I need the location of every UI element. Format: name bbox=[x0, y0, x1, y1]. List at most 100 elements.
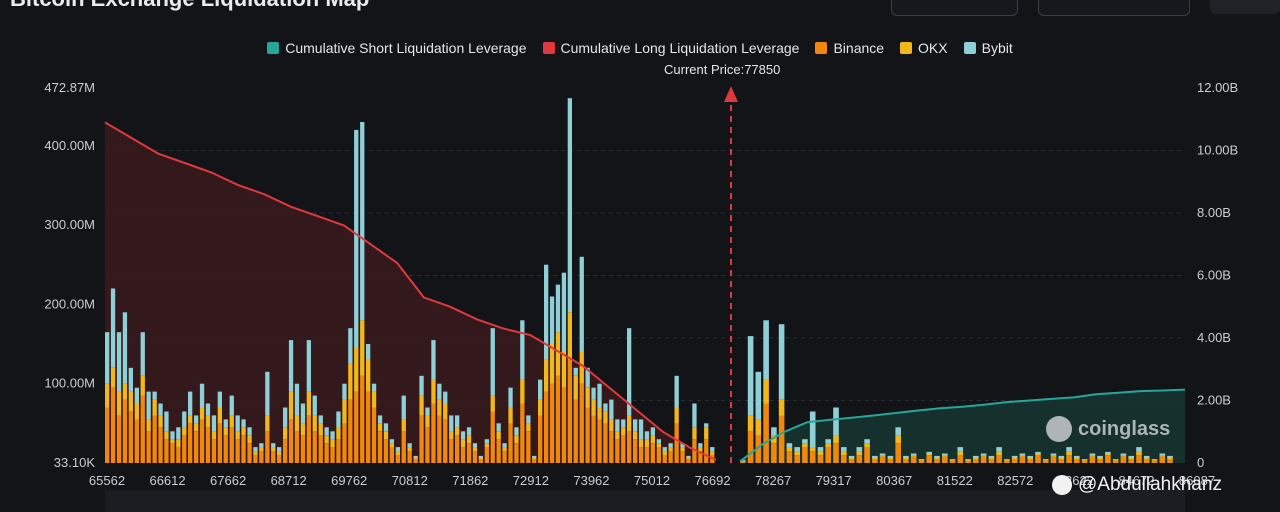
bar-bybit bbox=[996, 447, 1002, 452]
bar-binance bbox=[312, 431, 317, 463]
bar-binance bbox=[318, 435, 323, 463]
bar-binance bbox=[217, 423, 222, 463]
legend-label-binance: Binance bbox=[833, 40, 885, 56]
bar-bybit bbox=[965, 459, 971, 460]
bar-binance bbox=[650, 443, 655, 463]
bar-binance bbox=[597, 419, 602, 463]
bar-binance bbox=[484, 447, 489, 463]
bar-okx bbox=[856, 451, 863, 456]
legend-item-short[interactable]: Cumulative Short Liquidation Leverage bbox=[267, 40, 527, 56]
bar-binance bbox=[1120, 456, 1127, 463]
bar-okx bbox=[389, 443, 394, 448]
bar-okx bbox=[116, 391, 122, 416]
menu-button[interactable] bbox=[1210, 0, 1280, 14]
bar-binance bbox=[188, 423, 193, 463]
bar-bybit bbox=[443, 391, 448, 404]
chart-scrollbar[interactable] bbox=[105, 490, 1185, 512]
x-tick-label: 79317 bbox=[816, 473, 852, 488]
bar-okx bbox=[680, 447, 685, 452]
bar-bybit bbox=[401, 395, 406, 420]
bar-bybit bbox=[1128, 455, 1134, 458]
bar-bybit bbox=[585, 367, 590, 388]
bar-bybit bbox=[211, 415, 217, 432]
bar-binance bbox=[336, 439, 341, 463]
bar-bybit bbox=[662, 447, 667, 452]
bar-bybit bbox=[778, 324, 785, 400]
x-tick-label: 69762 bbox=[331, 473, 367, 488]
legend-item-okx[interactable]: OKX bbox=[900, 40, 948, 56]
legend-item-bybit[interactable]: Bybit bbox=[963, 40, 1013, 56]
bar-binance bbox=[609, 431, 614, 463]
bar-okx bbox=[597, 407, 602, 420]
bar-bybit bbox=[455, 415, 460, 428]
bar-binance bbox=[747, 431, 754, 463]
bar-binance bbox=[253, 455, 258, 463]
bar-okx bbox=[644, 439, 650, 448]
bar-okx bbox=[996, 451, 1002, 456]
bar-binance bbox=[763, 403, 769, 463]
legend-swatch-short bbox=[267, 42, 280, 54]
bar-bybit bbox=[887, 455, 894, 458]
bar-binance bbox=[199, 419, 205, 463]
bar-binance bbox=[872, 459, 878, 463]
author-handle: @Abdullahkhanz bbox=[1052, 474, 1222, 496]
bar-okx bbox=[585, 387, 590, 408]
bar-okx bbox=[152, 399, 157, 416]
legend-item-binance[interactable]: Binance bbox=[815, 40, 884, 56]
bar-bybit bbox=[918, 459, 925, 460]
bar-okx bbox=[934, 457, 940, 459]
exchange-select[interactable] bbox=[1038, 0, 1190, 16]
bar-okx bbox=[514, 435, 519, 444]
legend-swatch-binance bbox=[815, 42, 828, 54]
bar-binance bbox=[957, 455, 964, 463]
bar-bybit bbox=[656, 439, 661, 444]
bar-bybit bbox=[520, 320, 525, 380]
bar-bybit bbox=[755, 371, 762, 420]
bar-binance bbox=[443, 419, 448, 463]
bar-bybit bbox=[247, 427, 252, 436]
bar-okx bbox=[371, 391, 377, 408]
bar-okx bbox=[817, 451, 824, 456]
bar-okx bbox=[288, 391, 294, 420]
bar-bybit bbox=[567, 98, 572, 313]
bar-okx bbox=[508, 407, 513, 424]
bar-bybit bbox=[300, 403, 306, 424]
period-select[interactable] bbox=[891, 0, 1018, 16]
bar-okx bbox=[621, 427, 626, 436]
bar-okx bbox=[1167, 457, 1173, 459]
bar-bybit bbox=[926, 451, 932, 454]
bar-okx bbox=[650, 435, 655, 444]
bar-binance bbox=[425, 427, 430, 463]
bar-binance bbox=[561, 387, 567, 463]
bar-bybit bbox=[110, 288, 116, 368]
y-right-tick-label: 10.00B bbox=[1197, 143, 1238, 158]
bar-binance bbox=[544, 391, 549, 463]
bar-bybit bbox=[692, 403, 697, 428]
bar-bybit bbox=[903, 455, 909, 458]
bar-binance bbox=[740, 461, 746, 463]
bar-okx bbox=[1019, 455, 1026, 457]
bar-bybit bbox=[253, 447, 258, 452]
bar-binance bbox=[407, 451, 412, 463]
bar-okx bbox=[336, 427, 341, 440]
bar-okx bbox=[549, 344, 555, 384]
bar-okx bbox=[1143, 457, 1150, 459]
legend-item-long[interactable]: Cumulative Long Liquidation Leverage bbox=[542, 40, 799, 56]
bar-binance bbox=[182, 435, 187, 463]
chart-legend: Cumulative Short Liquidation Leverage Cu… bbox=[0, 40, 1280, 56]
bar-bybit bbox=[265, 371, 270, 416]
bar-binance bbox=[1167, 459, 1173, 463]
bar-okx bbox=[122, 383, 128, 400]
bar-binance bbox=[848, 459, 855, 463]
bar-okx bbox=[532, 457, 537, 459]
bar-bybit bbox=[786, 443, 793, 448]
bar-okx bbox=[1050, 455, 1057, 457]
bar-binance bbox=[490, 411, 495, 463]
bar-okx bbox=[478, 457, 483, 459]
bar-bybit bbox=[330, 431, 335, 440]
bar-okx bbox=[573, 375, 578, 400]
bar-bybit bbox=[638, 419, 644, 440]
bar-binance bbox=[437, 415, 442, 463]
coinglass-logo-icon bbox=[1046, 416, 1072, 442]
